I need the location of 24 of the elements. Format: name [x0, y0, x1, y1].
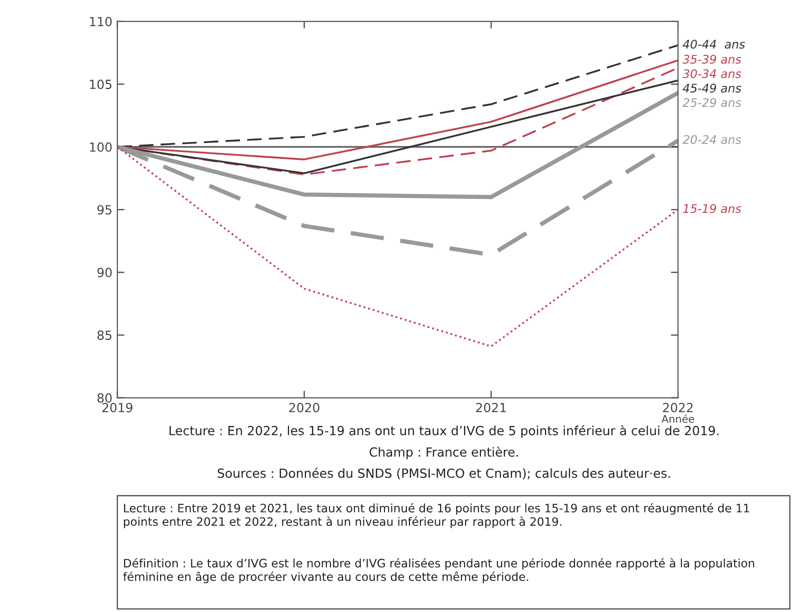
series-label: 30-34 ans	[682, 69, 742, 78]
y-tick-label: 95	[97, 205, 112, 215]
y-tick-label: 105	[90, 80, 112, 90]
text: Lecture : En 2022, les 15-19 ans ont un taux d’IVG de 5 points inférieur à celui de 2019.	[170, 425, 718, 438]
series-label: 15-19 ans	[683, 204, 742, 214]
series-label: 20-24 ans	[682, 135, 742, 144]
series-label: 25-29 ans	[682, 98, 742, 108]
x-tick-label: 2020	[289, 402, 320, 412]
x-axis-title: Année	[662, 414, 694, 423]
y-tick-label: 85	[97, 330, 112, 340]
series-label: 40-44 ans	[682, 40, 745, 49]
text: Lecture : Entre 2019 et 2021, les taux ont diminué de 16 points pour les 15-19 ans et ont réaugmenté de 11 points entre 2021 et 2022, restant à un niveau inférieur par rapport à 2019.	[124, 503, 750, 528]
y-tick-label: 100	[90, 142, 112, 152]
series-label: 35-39 ans	[682, 54, 742, 64]
y-tick-label: 80	[97, 393, 112, 403]
source-note: Sources : Données du SNDS (PMSI-MCO et Cnam); calculs des auteur·es.	[218, 468, 670, 480]
text: Champ : France entière.	[370, 446, 518, 460]
text: Définition : Le taux d’IVG est le nombre d’IVG réalisées pendant une période donnée rapporté à la population féminine en âge de procréer vivante au cours de cette même période.	[123, 558, 754, 584]
y-tick-label: 110	[90, 16, 112, 26]
x-tick-label: 2019	[102, 402, 132, 412]
y-tick-label: 90	[97, 268, 112, 278]
series-label: 45-49 ans	[682, 84, 742, 93]
x-tick-label: 2021	[476, 402, 506, 412]
x-tick-label: 2022	[663, 402, 693, 412]
